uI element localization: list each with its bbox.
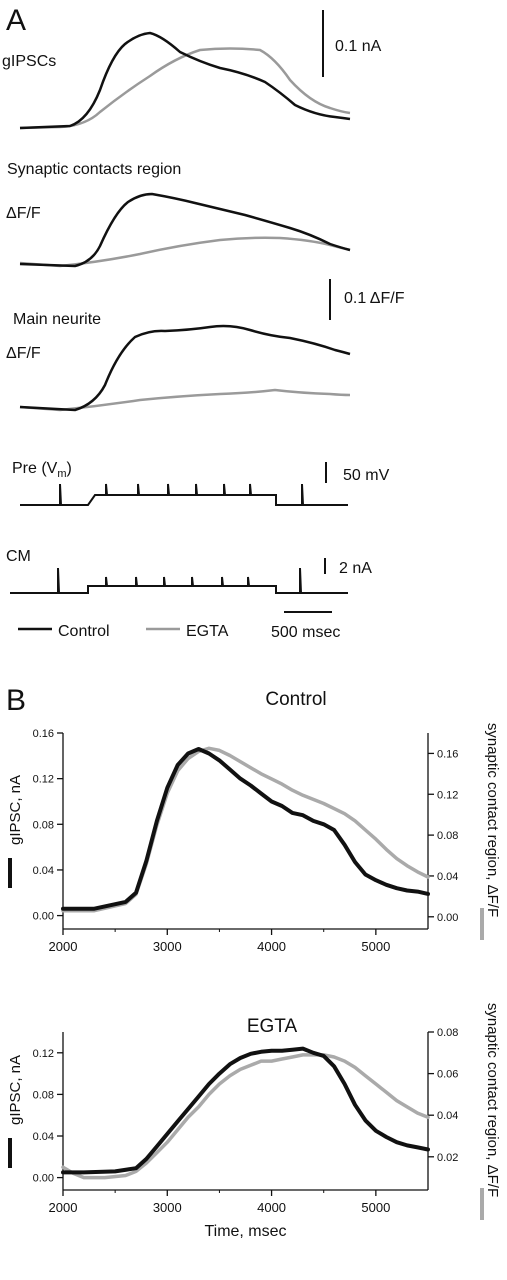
- y-axis-right-label: synaptic contact region, ΔF/F: [484, 1003, 501, 1197]
- legend-egta-label: EGTA: [186, 623, 229, 640]
- y-left-tick-label: 0.12: [33, 774, 54, 786]
- y-left-tick-label: 0.04: [33, 1131, 54, 1143]
- x-tick-label: 5000: [361, 1200, 390, 1215]
- label-df-synaptic: ΔF/F: [6, 205, 41, 222]
- y-right-tick-label: 0.06: [437, 1069, 458, 1081]
- trace-gipsc-control: [19, 31, 351, 130]
- y-left-tick-label: 0.12: [33, 1048, 54, 1060]
- panel-a-letter: A: [6, 4, 26, 37]
- trace-gipsc-egta: [19, 47, 351, 130]
- label-cm: CM: [6, 548, 31, 565]
- scalebar-time-label: 500 msec: [271, 624, 340, 641]
- y-axis-right-label: synaptic contact region, ΔF/F: [484, 723, 501, 917]
- trace-synaptic-egta: [19, 236, 351, 268]
- legend-control-label: Control: [58, 623, 110, 640]
- trace-neurite-egta: [19, 388, 351, 412]
- series-gipsc: [61, 1046, 430, 1175]
- chart-title: EGTA: [247, 1016, 298, 1037]
- trace-pre-vm: [20, 483, 348, 506]
- series-gipsc: [61, 747, 430, 911]
- panel-b-letter: B: [6, 684, 26, 717]
- x-tick-label: 3000: [153, 939, 182, 954]
- x-tick-label: 5000: [361, 939, 390, 954]
- y-right-tick-label: 0.00: [437, 912, 458, 924]
- label-df-neurite: ΔF/F: [6, 345, 41, 362]
- x-axis-label: Time, msec: [204, 1223, 286, 1240]
- x-tick-label: 2000: [49, 1200, 78, 1215]
- y-right-tick-label: 0.04: [437, 1110, 458, 1122]
- y-left-tick-label: 0.08: [33, 1089, 54, 1101]
- y-right-tick-label: 0.04: [437, 871, 458, 883]
- x-tick-label: 4000: [257, 1200, 286, 1215]
- x-tick-label: 3000: [153, 1200, 182, 1215]
- y-left-tick-label: 0.16: [33, 728, 54, 740]
- series-fluorescence: [61, 1053, 430, 1180]
- label-main-neurite: Main neurite: [13, 311, 101, 328]
- y-right-tick-label: 0.08: [437, 1027, 458, 1039]
- y-left-tick-label: 0.00: [33, 911, 54, 923]
- series-fluorescence: [61, 746, 430, 913]
- label-pre-vm: Pre (Vm): [12, 460, 72, 480]
- x-tick-label: 4000: [257, 939, 286, 954]
- y-left-tick-label: 0.08: [33, 819, 54, 831]
- scalebar-current-label: 0.1 nA: [335, 38, 382, 55]
- trace-synaptic-control: [19, 192, 351, 268]
- chart-title: Control: [265, 689, 326, 710]
- chart-control: Control 2000 3000 4000 5000 0.00 0.04 0.08 0.12 0…: [7, 689, 501, 954]
- y-left-tick-label: 0.00: [33, 1173, 54, 1185]
- label-gipscs: gIPSCs: [2, 53, 56, 70]
- x-tick-label: 2000: [49, 939, 78, 954]
- y-axis-left-label: gIPSC, nA: [7, 1055, 24, 1125]
- y-right-tick-label: 0.02: [437, 1152, 458, 1164]
- chart-egta: EGTA 2000 3000 4000 5000 0.00 0.04 0.08 0.12 0.02…: [7, 1003, 501, 1240]
- y-axis-left-label: gIPSC, nA: [7, 775, 24, 845]
- trace-cm: [10, 567, 348, 594]
- trace-neurite-control: [19, 324, 351, 412]
- y-left-tick-label: 0.04: [33, 865, 54, 877]
- y-right-tick-label: 0.08: [437, 830, 458, 842]
- scalebar-cm-label: 2 nA: [339, 560, 372, 577]
- y-right-tick-label: 0.16: [437, 748, 458, 760]
- scalebar-voltage-label: 50 mV: [343, 467, 390, 484]
- y-right-tick-label: 0.12: [437, 789, 458, 801]
- scalebar-fluor-label: 0.1 ΔF/F: [344, 290, 405, 307]
- label-synaptic-region: Synaptic contacts region: [7, 161, 181, 178]
